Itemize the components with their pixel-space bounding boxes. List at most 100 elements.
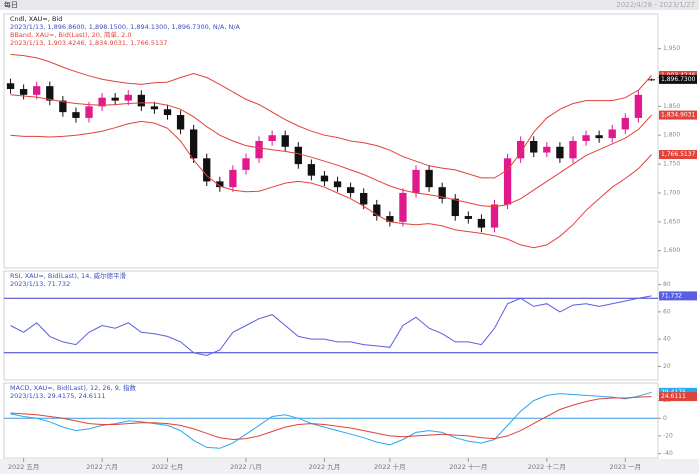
x-tick-label: 2023 一月: [609, 463, 641, 471]
legend-text: 2023/1/13, 29.4175, 24.6111: [10, 392, 105, 400]
candle-body: [46, 86, 54, 101]
y-tick-label: 60: [663, 308, 671, 315]
candle-body: [98, 97, 106, 107]
candle-body: [320, 175, 329, 182]
y-tick-label: -40: [663, 450, 673, 457]
candle-body: [189, 129, 198, 159]
x-tick-label: 2022 八月: [230, 463, 262, 471]
y-tick-label: 20: [663, 363, 671, 370]
last-value-label: 1,834.9031: [661, 112, 696, 119]
candle-body: [163, 109, 172, 116]
candle-body: [373, 204, 381, 217]
candle-body: [150, 106, 159, 110]
candle-body: [503, 158, 512, 205]
last-value-tag: [659, 110, 697, 120]
candle-body: [425, 169, 433, 188]
panel-frame: [3, 13, 659, 269]
x-tick-label: 2022 五月: [8, 463, 40, 471]
candle-body: [386, 216, 394, 222]
y-tick-label: -20: [663, 432, 673, 439]
legend-text: BBand, XAU=, Bid(Last), 20, 简单, 2.0: [10, 30, 132, 39]
y-tick-label: 1,700: [663, 189, 680, 196]
series-line: [10, 295, 652, 357]
y-tick-label: 1,850: [663, 103, 680, 110]
last-value-label: 1,896.7300: [661, 76, 696, 83]
x-tick-label: 2022 十一月: [449, 462, 487, 471]
legend-text: MACD, XAU=, Bid(Last), 12, 26, 9, 指数: [10, 383, 137, 392]
candle-body: [333, 181, 342, 188]
candle-body: [608, 129, 616, 139]
candle-body: [569, 141, 577, 159]
candle-body: [281, 135, 289, 147]
candle-body: [647, 79, 656, 81]
series-line: [10, 396, 652, 441]
x-tick-label: 2022 十二月: [528, 462, 566, 471]
series-line: [10, 391, 652, 449]
x-tick-label: 2022 十月: [374, 462, 406, 471]
x-tick-label: 2022 七月: [152, 462, 184, 471]
last-value-label: 71.732: [661, 292, 682, 299]
candle-body: [268, 135, 276, 141]
candle-body: [582, 135, 590, 141]
candle-body: [216, 181, 224, 188]
y-tick-label: 1,750: [663, 161, 680, 168]
candle-body: [516, 141, 525, 159]
candle-body: [229, 169, 237, 188]
candle-body: [477, 218, 486, 228]
y-tick-label: 1,800: [663, 132, 680, 139]
candle-body: [203, 158, 211, 182]
candle-body: [530, 141, 538, 153]
last-value-tag: [659, 150, 697, 160]
header-left: 每日: [4, 0, 18, 9]
last-value-tag: [659, 291, 697, 301]
series-line: [10, 53, 652, 179]
candle-body: [490, 204, 499, 228]
candle-body: [634, 94, 643, 118]
y-tick-label: 1,600: [663, 247, 680, 254]
last-value-label: 24.6111: [661, 393, 686, 400]
candle-body: [6, 83, 15, 90]
panel-frame: [3, 382, 659, 459]
candle-body: [255, 141, 263, 159]
last-value-tag: [659, 74, 697, 84]
candle-body: [307, 164, 316, 176]
series-line: [10, 120, 652, 249]
candle-body: [621, 117, 629, 130]
candle-body: [556, 146, 564, 159]
legend-text: 2023/1/13, 1,896.8600, 1,898.1500, 1,894…: [10, 23, 241, 31]
x-tick-label: 2022 六月: [86, 462, 118, 471]
panel-frame: [3, 270, 659, 381]
y-tick-label: 0: [663, 415, 667, 422]
candle-body: [346, 187, 355, 193]
candle-body: [242, 158, 250, 170]
candle-body: [19, 89, 28, 95]
candle-body: [176, 115, 185, 130]
series-line: [10, 94, 652, 208]
legend-text: RSI, XAU=, Bid(Last), 14, 威尔德平滑: [10, 271, 126, 280]
candle-body: [111, 97, 119, 101]
y-tick-label: 80: [663, 281, 671, 288]
legend-text: Cndl, XAU=, Bid: [10, 15, 62, 23]
y-tick-label: 1,650: [663, 218, 680, 225]
candle-body: [543, 146, 551, 153]
candle-body: [124, 94, 132, 101]
candle-body: [59, 100, 67, 113]
top-strip: [0, 0, 699, 10]
legend-text: 2023/1/13, 1,903.4246, 1,834.9031, 1,766…: [10, 39, 167, 47]
legend-text: 2023/1/13, 71.732: [10, 280, 70, 288]
y-tick-label: 40: [663, 336, 671, 343]
candle-body: [137, 94, 146, 107]
x-axis-strip: [0, 459, 699, 474]
candle-body: [464, 216, 473, 219]
candle-body: [399, 192, 407, 222]
y-tick-label: 1,950: [663, 45, 680, 52]
candle-body: [412, 169, 420, 193]
candle-body: [360, 192, 368, 205]
header-right: 2022/4/28 - 2023/1/27: [616, 1, 695, 9]
candle-body: [33, 86, 41, 95]
candle-body: [595, 135, 603, 139]
candle-body: [451, 198, 459, 217]
x-tick-label: 2022 九月: [309, 462, 341, 471]
candle-body: [72, 112, 80, 118]
